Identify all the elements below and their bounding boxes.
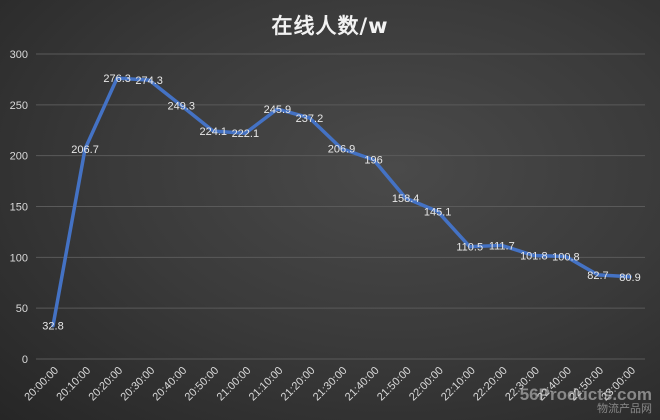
- x-tick-label: 22:00:00: [407, 365, 446, 404]
- data-label: 110.5: [456, 242, 483, 254]
- y-tick-label: 100: [10, 252, 28, 264]
- watermark-logo: 56Products.com 物流产品网: [519, 385, 652, 416]
- data-labels: 32.8 206.7 276.3 274.3 249.3 224.1 222.1 245.9 2…: [42, 73, 640, 333]
- series-line: [51, 76, 632, 328]
- watermark-brand: 56Products: [519, 385, 613, 404]
- watermark-domain: .com: [612, 385, 652, 404]
- x-tick-label: 21:20:00: [279, 365, 318, 404]
- y-axis: 0 50 100 150 200 250 300: [10, 49, 28, 366]
- y-tick-label: 150: [10, 202, 28, 214]
- y-tick-label: 300: [10, 49, 28, 61]
- data-label: 101.8: [520, 251, 548, 263]
- data-label: 249.3: [167, 101, 195, 113]
- y-tick-label: 250: [10, 100, 28, 112]
- x-tick-label: 20:10:00: [54, 365, 93, 404]
- data-label: 276.3: [103, 73, 131, 85]
- data-label: 222.1: [232, 128, 260, 140]
- x-tick-label: 21:10:00: [247, 365, 286, 404]
- x-tick-label: 21:50:00: [375, 365, 414, 404]
- x-tick-label: 21:00:00: [215, 365, 254, 404]
- x-tick-label: 21:40:00: [343, 365, 382, 404]
- data-label: 82.7: [587, 270, 608, 282]
- x-tick-label: 20:30:00: [119, 365, 158, 404]
- data-label: 206.7: [71, 144, 99, 156]
- watermark-subtitle: 物流产品网: [597, 403, 652, 415]
- x-tick-label: 20:20:00: [86, 365, 125, 404]
- data-label: 111.7: [489, 240, 515, 252]
- x-tick-label: 20:00:00: [22, 365, 61, 404]
- gridlines: [36, 53, 645, 360]
- y-tick-label: 0: [22, 354, 28, 366]
- x-tick-label: 22:20:00: [471, 365, 510, 404]
- chart-title: 在线人数/w: [271, 14, 389, 38]
- data-label: 245.9: [264, 104, 292, 116]
- data-label: 206.9: [328, 144, 356, 156]
- x-tick-label: 21:30:00: [311, 365, 350, 404]
- data-label: 237.2: [296, 113, 324, 125]
- data-label: 196: [364, 155, 382, 167]
- data-label: 158.4: [392, 193, 420, 205]
- y-tick-label: 50: [16, 303, 28, 315]
- x-tick-label: 22:10:00: [439, 365, 478, 404]
- data-label: 224.1: [200, 126, 228, 138]
- x-tick-label: 20:50:00: [183, 365, 222, 404]
- x-tick-label: 20:40:00: [151, 365, 190, 404]
- data-label: 32.8: [42, 321, 63, 333]
- data-series: [51, 76, 632, 328]
- data-label: 80.9: [619, 272, 640, 284]
- data-label: 100.8: [552, 252, 580, 264]
- data-label: 145.1: [424, 206, 452, 218]
- y-tick-label: 200: [10, 151, 28, 163]
- data-label: 274.3: [135, 75, 163, 87]
